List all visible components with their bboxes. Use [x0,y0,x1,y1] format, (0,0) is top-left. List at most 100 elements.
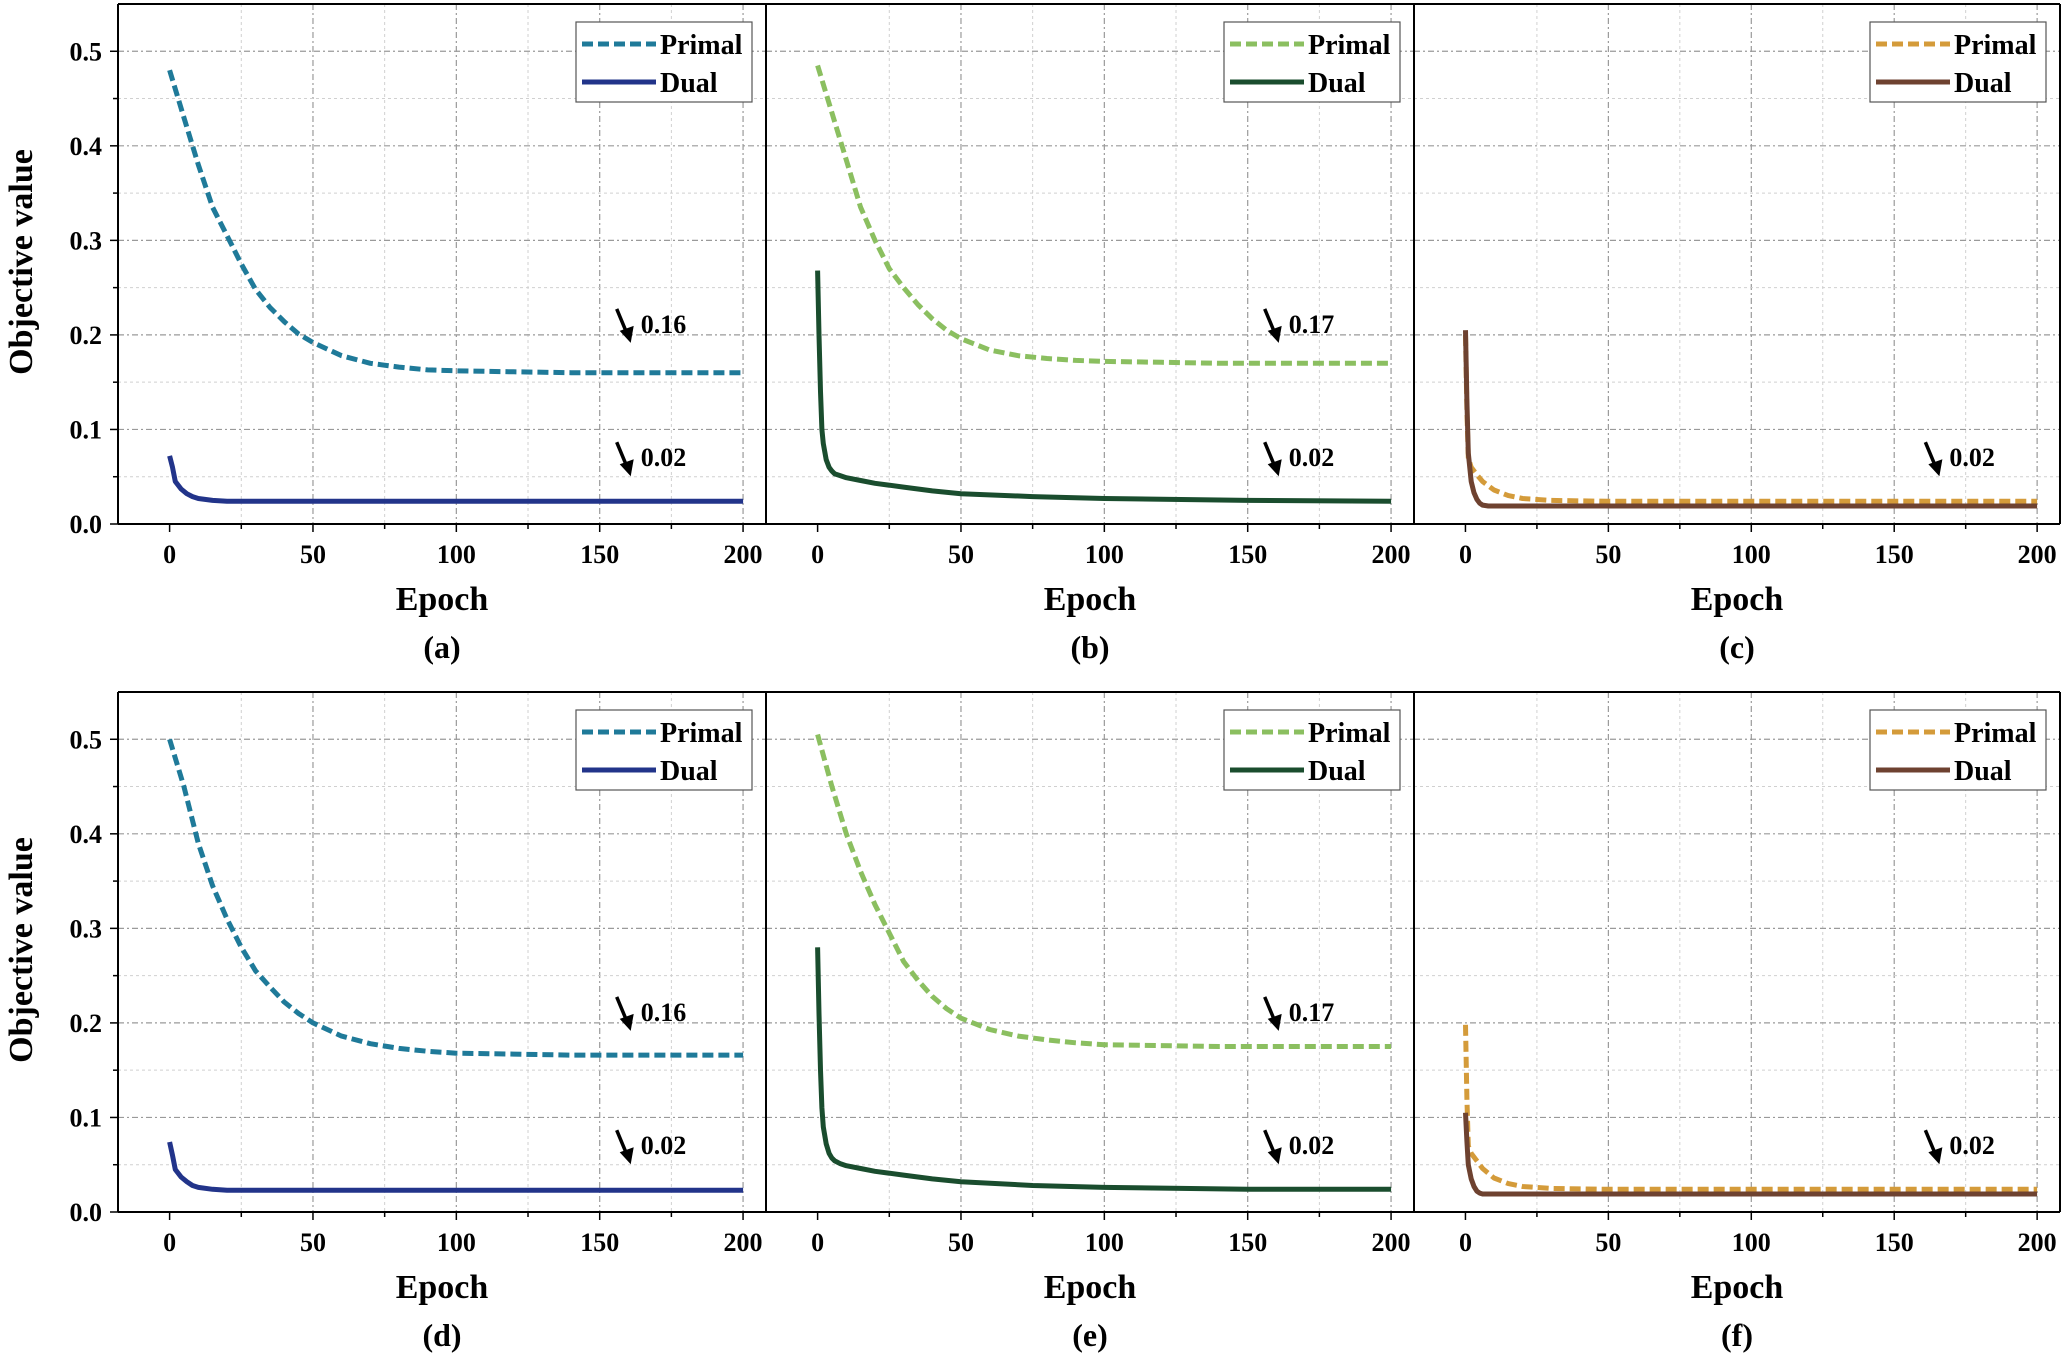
x-axis: 0 50 100 150 200 Epoch [1459,524,2057,618]
plot-frame [1413,691,2061,1213]
annotation-arrowhead [1267,325,1282,343]
plot-frame [1413,3,2061,525]
x-tick-label: 200 [724,540,763,569]
annotation-arrow [615,996,629,1022]
y-axis: 0.0 0.1 0.2 0.3 0.4 0.5 [70,725,118,1227]
series-line-primal [815,733,1392,1049]
annotations: 0.02 [1923,1129,1995,1165]
legend: Primal Dual [575,21,753,103]
annotations: 0.17 0.02 [1263,996,1335,1165]
annotation-arrow [615,1129,629,1155]
x-tick-label: 200 [1372,1228,1411,1257]
y-tick-label: 0.1 [70,415,103,444]
annotation-arrow [615,308,629,334]
series-line-primal [167,738,744,1058]
x-tick-label: 0 [163,540,176,569]
x-tick-label: 100 [1085,540,1124,569]
x-tick-label: 100 [1732,1228,1771,1257]
series-line-primal [167,69,744,376]
annotation-label: 0.02 [1949,443,1995,472]
legend-label-dual: Dual [660,68,718,99]
x-tick-label: 50 [1595,1228,1621,1257]
legend-label-dual: Dual [1308,756,1366,787]
annotation-arrow [1263,1129,1277,1155]
x-axis: 0 50 100 150 200 Epoch [811,1212,1411,1306]
annotation-label: 0.02 [1949,1131,1995,1160]
plot-frame [765,3,1414,525]
x-tick-label: 50 [1595,540,1621,569]
legend-box [575,709,753,791]
annotations: 0.16 0.02 [615,308,687,477]
x-tick-label: 50 [300,1228,326,1257]
annotation-arrowhead [1928,1147,1943,1165]
legend-label-dual: Dual [1954,68,2012,99]
x-axis-label: Epoch [396,581,489,618]
annotation-arrow [615,441,629,467]
legend-label-primal: Primal [1954,30,2037,61]
series-line-dual [815,270,1392,504]
annotation-arrowhead [619,459,634,477]
series-line-primal [815,64,1392,366]
x-tick-label: 200 [2018,1228,2057,1257]
legend: Primal Dual [1869,709,2047,791]
x-axis: 0 50 100 150 200 Epoch [163,524,763,618]
x-axis-label: Epoch [1691,581,1784,618]
x-tick-label: 100 [1085,1228,1124,1257]
y-tick-label: 0.3 [70,914,103,943]
chart-panel-e: 0 50 100 150 200 Epoch (e) Primal Dual 0.17 0.02 [765,691,1414,1353]
legend-box [1869,21,2047,103]
legend-label-dual: Dual [1954,756,2012,787]
x-tick-label: 150 [580,1228,619,1257]
legend-label-primal: Primal [660,30,743,61]
annotation-arrowhead [619,1013,634,1031]
legend-box [1223,21,1401,103]
y-tick-label: 0.2 [70,1009,103,1038]
legend-label-primal: Primal [660,718,743,749]
panel-caption: (d) [422,1317,461,1353]
x-axis: 0 50 100 150 200 Epoch [811,524,1411,618]
x-tick-label: 150 [1875,1228,1914,1257]
series-line-dual [167,455,744,504]
series-group [815,64,1392,504]
y-tick-label: 0.1 [70,1103,103,1132]
y-tick-label: 0.2 [70,321,103,350]
annotation-arrow [1923,1129,1937,1155]
x-tick-label: 50 [300,540,326,569]
legend: Primal Dual [1223,21,1401,103]
series-group [167,69,744,504]
annotation-label: 0.16 [641,998,687,1027]
annotations: 0.16 0.02 [615,996,687,1165]
annotation-label: 0.02 [641,443,687,472]
x-tick-label: 200 [724,1228,763,1257]
series-group [1463,1024,2038,1197]
annotation-label: 0.17 [1289,310,1335,339]
panel-caption: (c) [1719,629,1755,665]
x-tick-label: 50 [948,540,974,569]
x-tick-label: 150 [1228,1228,1267,1257]
annotation-label: 0.02 [1289,1131,1335,1160]
y-axis: 0.0 0.1 0.2 0.3 0.4 0.5 [70,37,118,539]
panel-caption: (e) [1072,1317,1108,1353]
series-line-dual [1463,1112,2038,1197]
annotation-label: 0.02 [641,1131,687,1160]
annotation-arrowhead [1267,1147,1282,1165]
annotation-arrow [1263,996,1277,1022]
annotation-label: 0.02 [1289,443,1335,472]
legend: Primal Dual [1869,21,2047,103]
legend-box [1223,709,1401,791]
annotations: 0.17 0.02 [1263,308,1335,477]
legend-label-primal: Primal [1954,718,2037,749]
legend-label-primal: Primal [1308,30,1391,61]
legend-label-dual: Dual [660,756,718,787]
legend-label-dual: Dual [1308,68,1366,99]
annotation-arrow [1263,308,1277,334]
x-tick-label: 0 [163,1228,176,1257]
y-tick-label: 0.0 [70,1198,103,1227]
x-tick-label: 150 [1228,540,1267,569]
x-tick-label: 0 [1459,540,1472,569]
plot-frame [765,691,1414,1213]
chart-panel-d: 0 50 100 150 200 Epoch (d) 0.0 0.1 0.2 0.3 0.4 0.5 Pr… [70,691,766,1353]
annotation-arrowhead [1267,1013,1282,1031]
annotations: 0.02 [1923,441,1995,477]
